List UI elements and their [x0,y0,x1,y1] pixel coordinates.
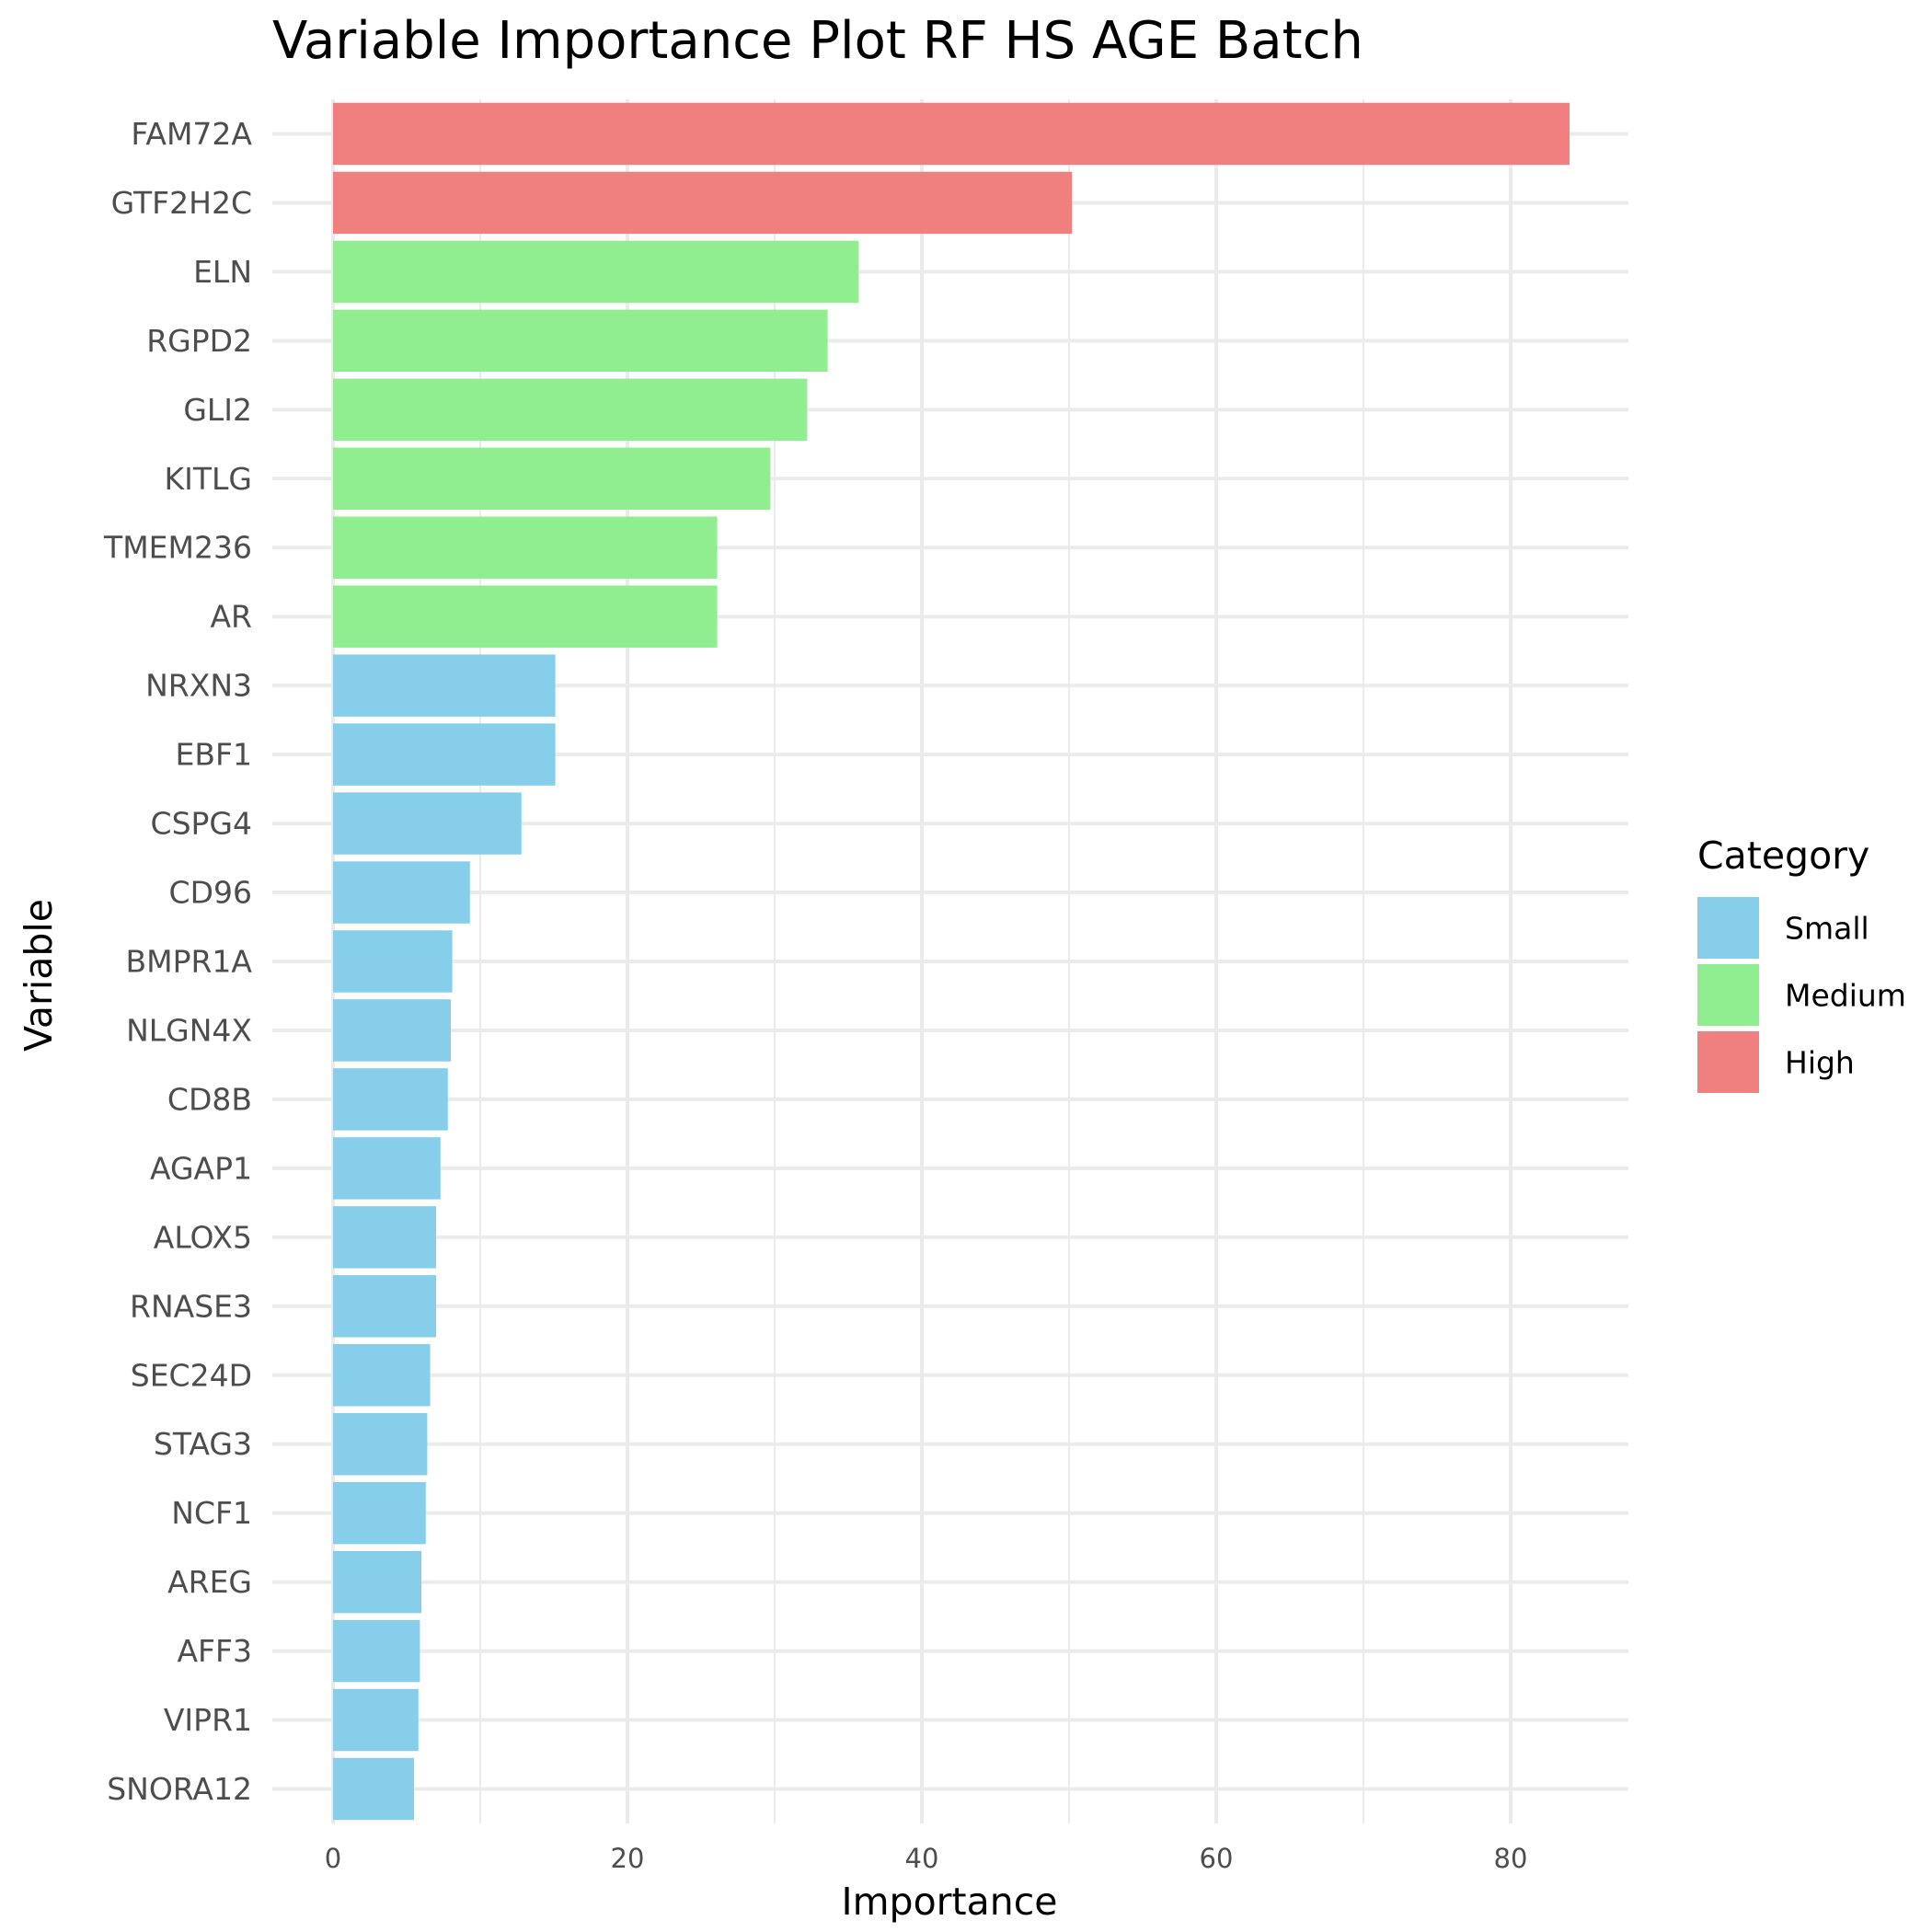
y-tick-label: SEC24D [131,1357,252,1393]
x-tick-label: 80 [1494,1843,1528,1874]
bar-ncf1 [333,1481,426,1545]
legend-entries: Small Medium High [1697,897,1906,1093]
bar-areg [333,1550,421,1614]
y-tick-label: STAG3 [154,1426,252,1462]
y-tick-label: KITLG [165,461,253,497]
y-tick-label: SNORA12 [107,1771,252,1807]
y-tick-label: NLGN4X [126,1012,252,1048]
bar-rgpd2 [333,309,828,373]
y-tick-label: NCF1 [171,1495,252,1531]
y-tick-label: NRXN3 [145,668,252,704]
bar-nrxn3 [333,654,556,717]
bar-stag3 [333,1412,428,1476]
legend-swatch-small [1697,897,1759,959]
bar-aff3 [333,1619,420,1683]
bar-kitlg [333,447,771,511]
y-tick-label: EBF1 [176,737,252,773]
x-tick-label: 0 [325,1843,341,1874]
bar-fam72a [333,102,1570,166]
legend-label-medium: Medium [1785,978,1906,1014]
y-tick-label: CD8B [167,1081,252,1117]
bar-tmem236 [333,516,718,579]
y-tick-label: GLI2 [183,392,252,428]
bar-ar [333,585,718,648]
bar-eln [333,240,859,304]
y-axis-title: Variable [17,899,61,1052]
bar-rnase3 [333,1275,436,1338]
x-tick-label: 20 [611,1843,645,1874]
legend-label-high: High [1785,1045,1855,1081]
legend: Category Small Medium High [1697,834,1906,1093]
y-tick-label: CD96 [169,875,252,911]
bar-cd8b [333,1068,448,1131]
y-tick-label: TMEM236 [103,530,252,566]
bar-layer [333,102,1570,1821]
legend-title: Category [1697,834,1869,878]
bar-agap1 [333,1137,441,1200]
bar-cspg4 [333,792,522,855]
y-tick-label: ALOX5 [154,1219,252,1255]
bar-gtf2h2c [333,171,1073,235]
bar-alox5 [333,1206,436,1269]
chart-title: Variable Importance Plot RF HS AGE Batch [272,11,1363,71]
bar-snora12 [333,1757,414,1821]
y-tick-label: VIPR1 [164,1702,252,1738]
legend-label-small: Small [1785,911,1869,947]
x-tick-label: 40 [905,1843,939,1874]
y-axis-ticks: FAM72A GTF2H2C ELN RGPD2 GLI2 KITLG TMEM236 AR N… [103,116,252,1807]
y-tick-label: FAM72A [131,116,252,152]
legend-swatch-high [1697,1031,1759,1093]
x-axis-ticks: 0 20 40 60 80 [325,1843,1528,1874]
bar-ebf1 [333,723,556,786]
y-tick-label: AFF3 [177,1633,252,1669]
y-tick-label: AR [210,599,252,635]
bar-gli2 [333,378,808,442]
bar-nlgn4x [333,999,451,1062]
bar-sec24d [333,1344,431,1407]
y-tick-label: AREG [167,1564,252,1600]
x-tick-label: 60 [1200,1843,1234,1874]
y-tick-label: RGPD2 [146,323,252,359]
y-tick-label: RNASE3 [130,1288,252,1324]
x-axis-title: Importance [842,1880,1058,1924]
y-tick-label: CSPG4 [151,806,252,842]
y-tick-label: GTF2H2C [111,185,252,221]
y-tick-label: AGAP1 [150,1150,252,1186]
bar-cd96 [333,861,470,924]
y-tick-label: ELN [193,254,252,290]
bar-vipr1 [333,1688,419,1752]
bar-bmpr1a [333,930,453,993]
y-tick-label: BMPR1A [125,944,252,980]
legend-swatch-medium [1697,964,1759,1026]
